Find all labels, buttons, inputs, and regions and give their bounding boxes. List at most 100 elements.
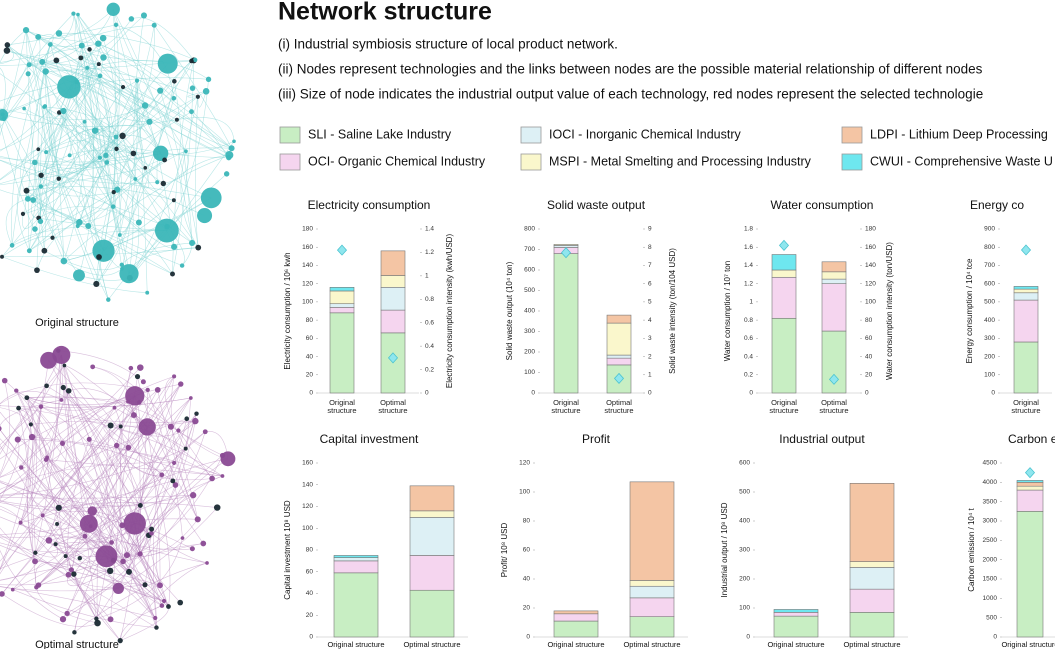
legend-label: IOCI - Inorganic Chemical Industry [549, 127, 741, 141]
network-link [0, 43, 99, 63]
y2-tick-label: 7 [648, 262, 652, 269]
network-link [92, 510, 146, 585]
bar-segment [1013, 288, 1039, 294]
bar-segment [1016, 511, 1044, 638]
y-tick-label: 140 [302, 262, 313, 269]
network-link [68, 388, 148, 428]
network-node [197, 208, 213, 224]
network-link [1, 256, 148, 294]
y-tick-label: 0 [309, 390, 313, 397]
bar-segment [849, 482, 895, 562]
network-link [34, 561, 161, 586]
network-node [194, 516, 201, 523]
network-link [3, 118, 65, 262]
y-tick-label: 500 [986, 614, 997, 621]
network-link [0, 586, 156, 619]
chart-title: Industrial output [779, 432, 865, 446]
y-tick-label: 1.6 [744, 244, 753, 251]
y-tick-label: 140 [302, 481, 313, 488]
y2-tick-label: 80 [865, 317, 873, 324]
y-tick-label: 400 [524, 308, 535, 315]
network-link [187, 91, 207, 98]
network-node [60, 107, 67, 115]
network-link [63, 110, 136, 180]
network-link [7, 24, 117, 46]
network-node [151, 22, 157, 28]
network-link [25, 29, 101, 77]
network-node [34, 267, 40, 274]
network-link [160, 90, 230, 156]
network-node [32, 226, 38, 232]
network-node [28, 422, 33, 427]
network-node [126, 568, 132, 575]
network-link [63, 387, 152, 530]
network-link [62, 110, 114, 207]
network-link [38, 36, 124, 88]
bar-segment [553, 244, 579, 246]
network-link [40, 175, 114, 197]
network-node [76, 219, 83, 226]
y-axis-label: Carbon emission / 10⁴ t [967, 507, 976, 591]
network-node [172, 482, 179, 488]
network-link [6, 50, 232, 149]
network-link [40, 406, 123, 526]
x-tick-label: Original structure [551, 399, 581, 415]
network-node [142, 582, 148, 588]
network-link [46, 457, 169, 607]
network-link [61, 354, 157, 628]
y-tick-label: 0 [991, 390, 995, 397]
network-node [164, 223, 170, 230]
network-link [115, 60, 195, 138]
network-link [128, 447, 223, 477]
network-node [42, 104, 48, 109]
network-link [1, 236, 53, 258]
network-link [29, 64, 146, 106]
network-node [171, 198, 176, 203]
y-tick-label: 60 [306, 335, 314, 342]
y-tick-label: 3000 [983, 518, 998, 525]
network-node [106, 297, 111, 302]
network-node [44, 383, 49, 389]
network-node [79, 514, 98, 533]
network-node [26, 248, 32, 254]
network-link [2, 114, 65, 262]
bar-segment [606, 314, 632, 324]
description: (iii) Size of node indicates the industr… [278, 87, 983, 102]
y-tick-label: 60 [306, 568, 314, 575]
network-node [55, 30, 63, 37]
network-link [0, 91, 207, 184]
network-link [48, 354, 69, 541]
network-node [56, 176, 61, 181]
legend-swatch [279, 126, 301, 144]
network-node [119, 522, 126, 529]
network-node [114, 146, 119, 152]
network-link [122, 135, 134, 274]
network-link [180, 151, 199, 248]
network-link [135, 80, 158, 183]
network-node [189, 109, 194, 115]
network-node [154, 625, 159, 630]
network-node [36, 147, 41, 152]
network-node [137, 551, 143, 557]
network-node [220, 474, 225, 478]
y-tick-label: 20 [306, 612, 314, 619]
network-link [58, 105, 146, 179]
y-tick-label: 400 [984, 317, 995, 324]
network-link [2, 13, 74, 115]
network-link [0, 418, 187, 503]
network-link [46, 457, 141, 506]
network-link [58, 33, 230, 156]
network-link [29, 63, 168, 251]
network-node [160, 180, 166, 187]
network-node [91, 127, 99, 134]
network-node [174, 117, 179, 122]
network-node [223, 171, 230, 177]
network-node [32, 159, 38, 166]
network-node [38, 184, 44, 189]
network-link [140, 383, 182, 506]
y2-tick-label: 8 [648, 244, 652, 251]
network-node [209, 475, 215, 482]
x-tick-label-box: Original structure [1011, 399, 1040, 414]
y-tick-label: 100 [739, 605, 750, 612]
bar-segment [821, 283, 847, 332]
